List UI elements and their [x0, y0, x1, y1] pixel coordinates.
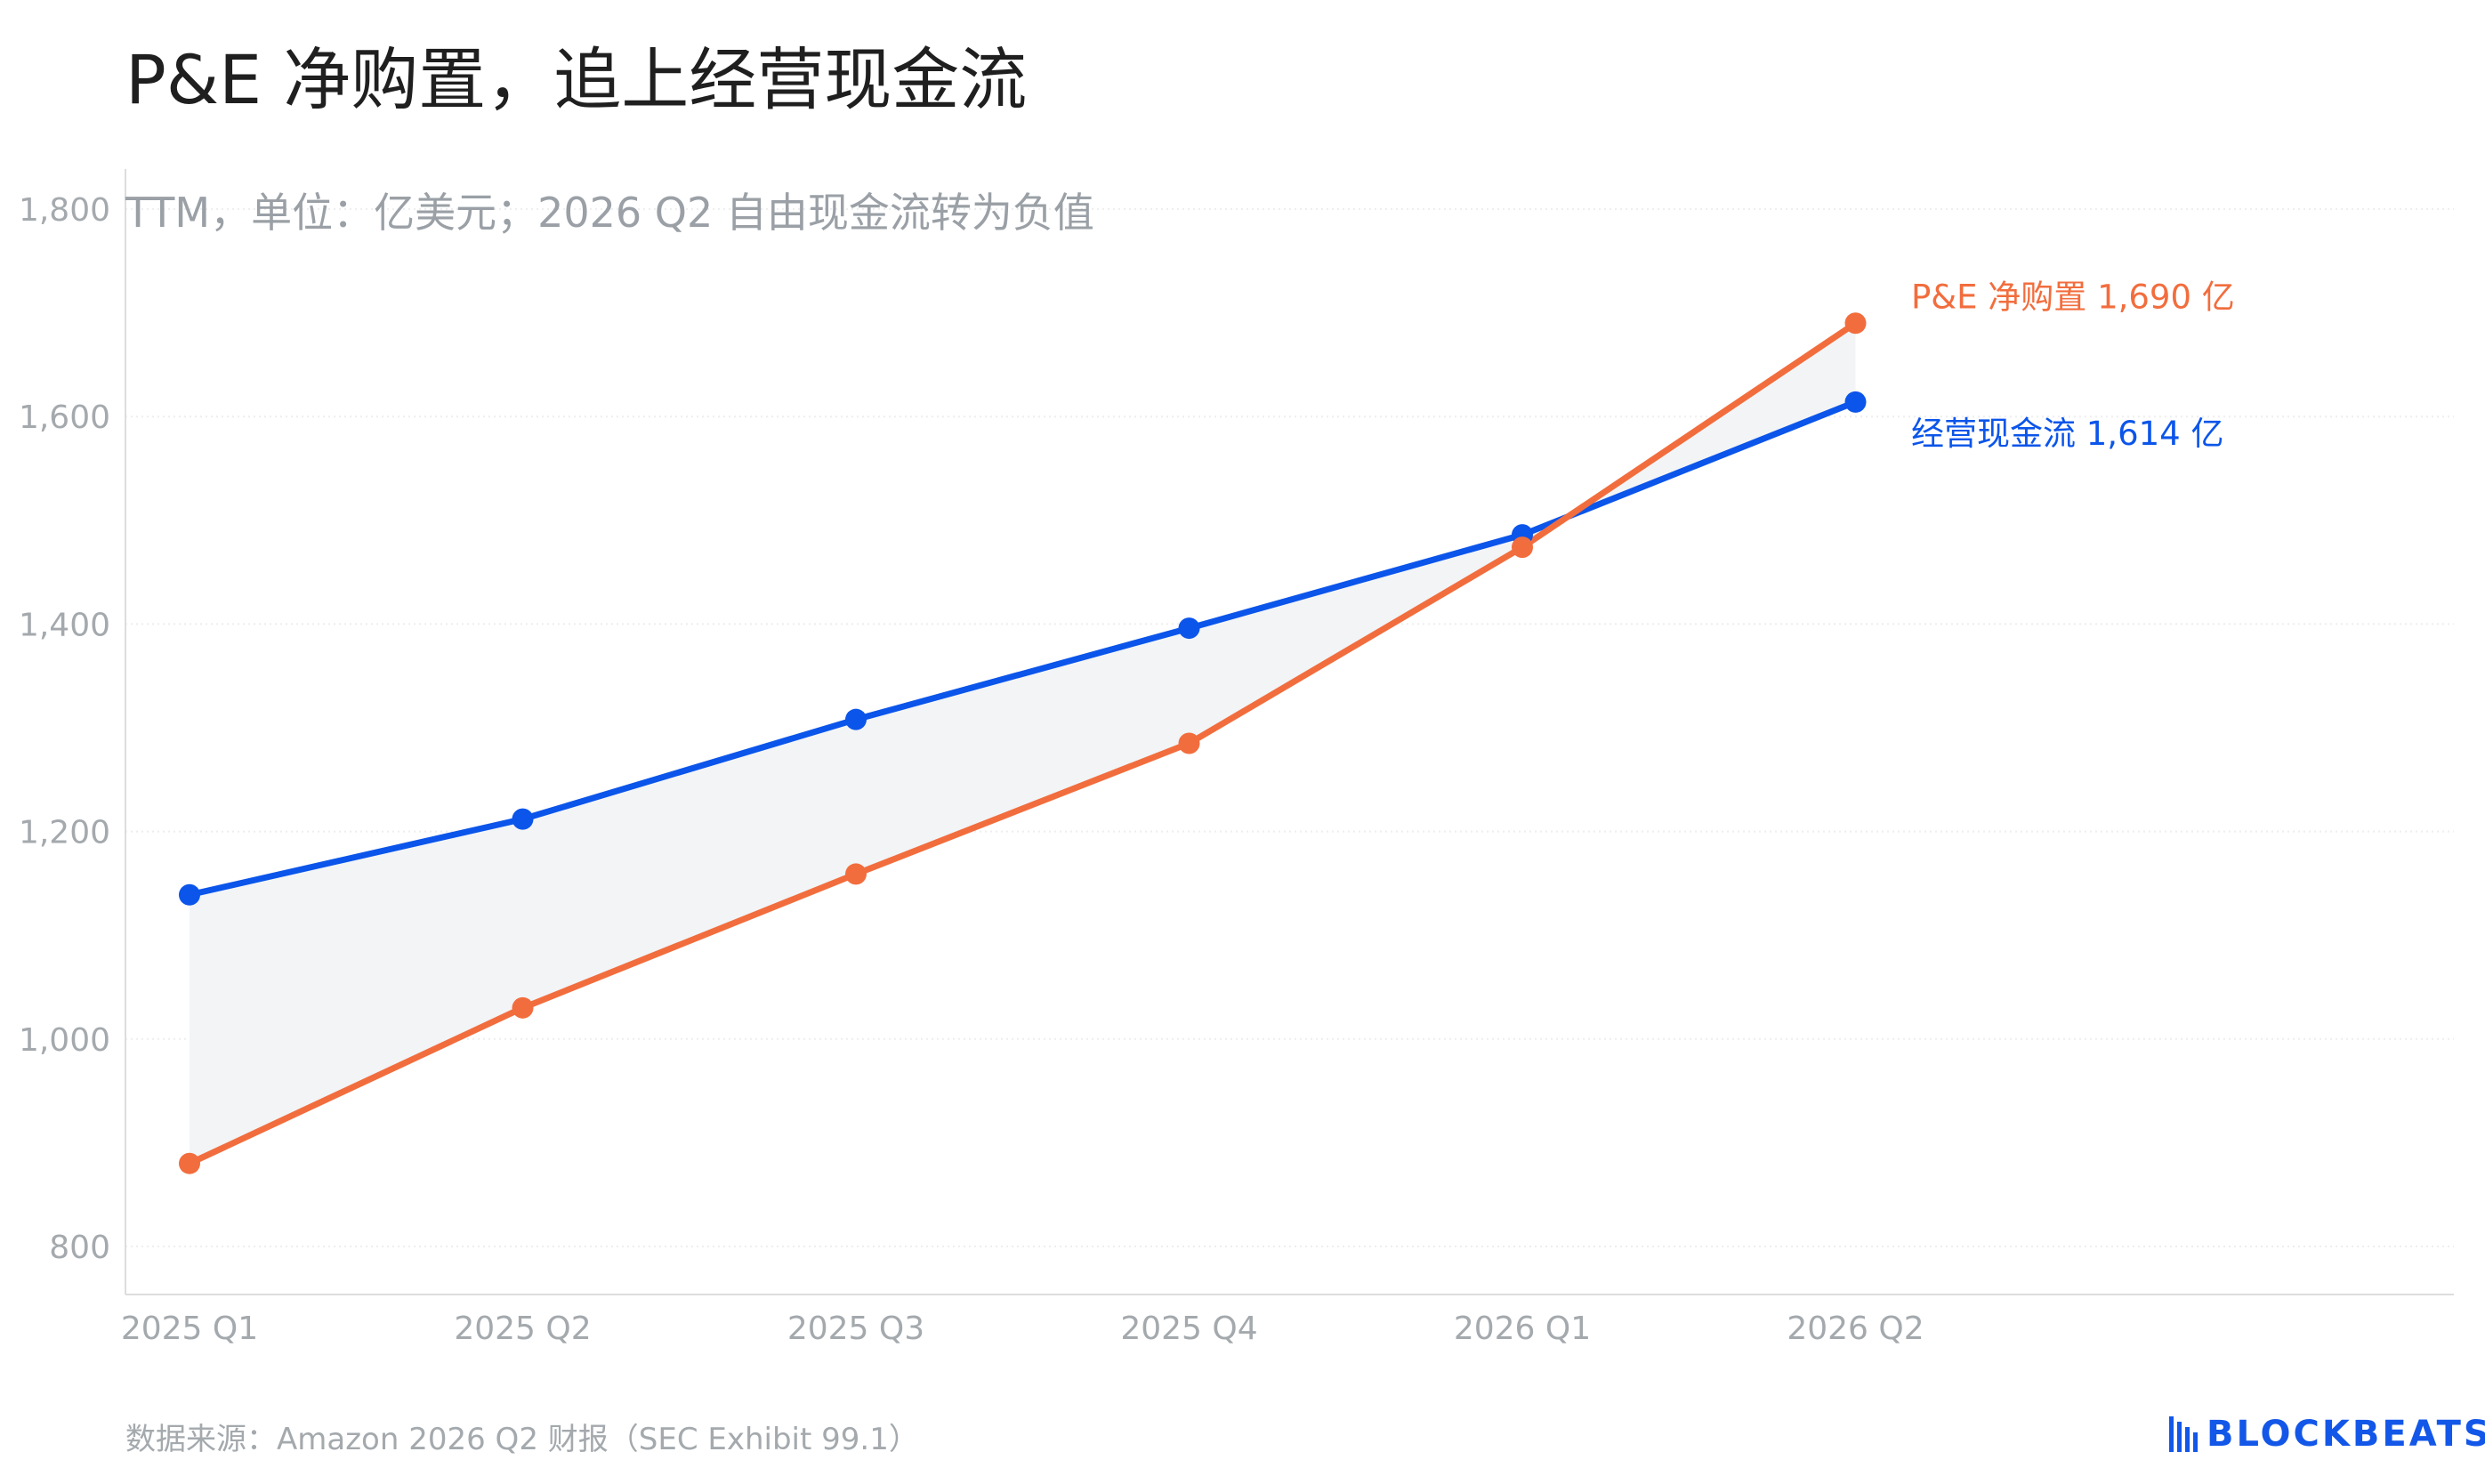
data-point-ocf [1844, 391, 1867, 413]
x-tick-labels: 2025 Q1 2025 Q2 2025 Q3 2025 Q4 2026 Q1 2026 … [121, 1311, 1924, 1347]
data-point-ocf [512, 808, 534, 830]
series-line-ocf [186, 399, 1859, 899]
data-point-pe [1178, 732, 1200, 754]
y-tick-labels: 800 1,000 1,200 1,400 1,600 1,800 [19, 192, 110, 1266]
blockbeats-bars-icon [2169, 1416, 2198, 1452]
series-end-labels: 经营现金流 1,614 亿 P&E 净购置 1,690 亿 [1911, 278, 2235, 453]
series-end-label-ocf: 经营现金流 1,614 亿 [1911, 415, 2223, 453]
series-line-pe [186, 319, 1859, 1167]
chart-subtitle: TTM，单位：亿美元；2026 Q2 自由现金流转为负值 [125, 189, 1094, 237]
page-title: P&E 净购置，追上经营现金流 [125, 40, 1028, 119]
x-tick-label: 2025 Q2 [454, 1311, 591, 1347]
x-tick-label: 2025 Q3 [787, 1311, 924, 1347]
y-tick-label: 800 [49, 1230, 110, 1266]
data-source-note: 数据来源：Amazon 2026 Q2 财报（SEC Exhibit 99.1） [125, 1422, 919, 1457]
blockbeats-logo: BLOCKBEATS [2169, 1413, 2485, 1456]
x-tick-label: 2026 Q1 [1454, 1311, 1591, 1347]
y-tick-label: 1,200 [19, 815, 110, 851]
data-point-pe [179, 1152, 200, 1174]
data-point-ocf [845, 708, 867, 730]
data-point-ocf [179, 883, 200, 906]
data-point-ocf [1178, 617, 1200, 640]
y-tick-label: 1,000 [19, 1022, 110, 1059]
y-tick-label: 1,800 [19, 192, 110, 229]
x-tick-label: 2026 Q2 [1787, 1311, 1924, 1347]
data-point-pe [512, 996, 534, 1019]
series-points [179, 312, 1867, 1174]
x-tick-label: 2025 Q4 [1120, 1311, 1257, 1347]
grid-lines [125, 208, 2454, 1247]
data-point-pe [845, 863, 867, 885]
y-tick-label: 1,600 [19, 399, 110, 436]
series-end-label-pe: P&E 净购置 1,690 亿 [1911, 278, 2235, 316]
data-point-pe [1512, 536, 1533, 559]
x-tick-label: 2025 Q1 [121, 1311, 258, 1347]
data-point-pe [1844, 312, 1867, 335]
gap-area [190, 323, 1856, 1164]
y-tick-label: 1,400 [19, 607, 110, 643]
logo-wordmark: BLOCKBEATS [2207, 1414, 2485, 1455]
axes [125, 169, 2454, 1295]
series-lines [186, 319, 1859, 1167]
gap-area-fill [190, 323, 1856, 1164]
